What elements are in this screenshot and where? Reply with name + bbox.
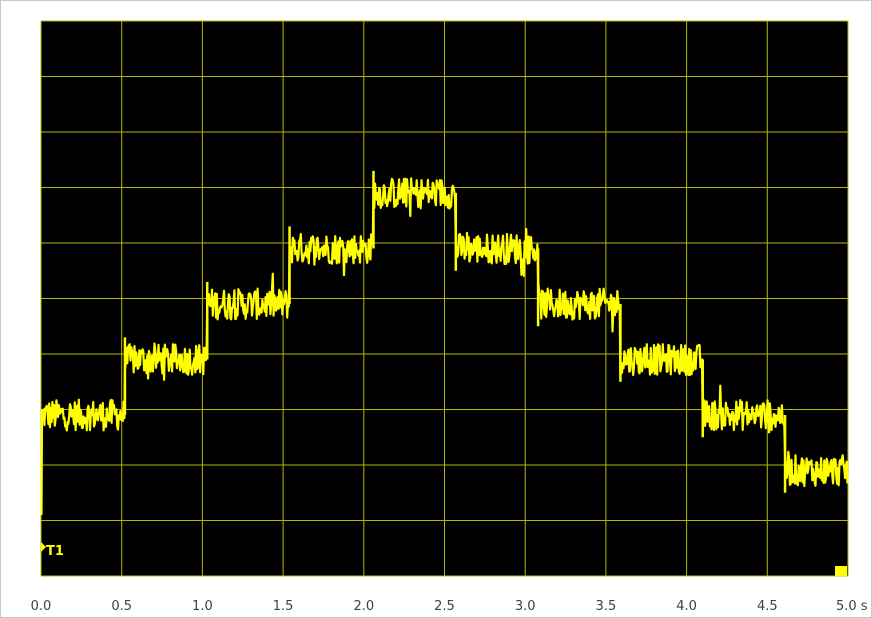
series-label: T1 (46, 544, 64, 559)
x-tick-label: 0.0 (31, 599, 52, 614)
x-tick-label: 1.5 (273, 599, 294, 614)
x-tick-label: 0.5 (111, 599, 132, 614)
x-tick-label: 5.0 s (836, 599, 868, 614)
x-tick-label: 3.5 (596, 599, 617, 614)
x-tick-label: 4.0 (676, 599, 697, 614)
end-marker-icon (835, 566, 847, 576)
tick-layer: 0.0 0.5 1.0 1.5 2.0 2.5 3.0 3.5 4.0 4.5 5.0 s (31, 599, 868, 614)
x-tick-label: 3.0 (515, 599, 536, 614)
x-tick-label: 2.0 (353, 599, 374, 614)
trace-marker-icon (41, 542, 46, 552)
series-line-T1 (40, 177, 849, 516)
x-tick-label: 1.0 (192, 599, 213, 614)
x-tick-label: 4.5 (757, 599, 778, 614)
x-tick-label: 2.5 (434, 599, 455, 614)
trace-layer (40, 170, 849, 516)
